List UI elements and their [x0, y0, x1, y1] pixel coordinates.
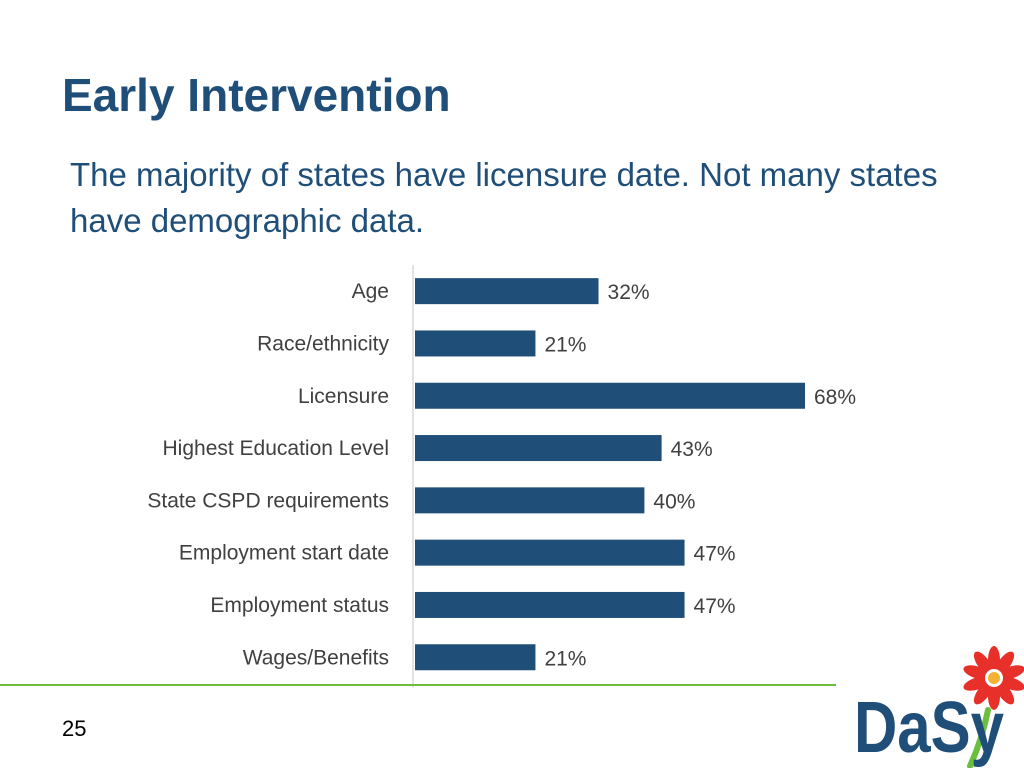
logo-text: DaSy: [854, 688, 1004, 768]
flower-icon: [963, 646, 1024, 710]
data-label: 21%: [544, 333, 586, 356]
bar: [415, 330, 536, 357]
flower-petal: [973, 680, 993, 705]
category-label: Employment start date: [179, 542, 389, 565]
page-number: 25: [62, 716, 87, 741]
flower-petal: [995, 651, 1015, 676]
flower-petal: [997, 665, 1024, 680]
category-label: Wages/Benefits: [243, 646, 389, 669]
bar: [415, 539, 685, 566]
flower-petal: [963, 676, 991, 691]
data-label: 43%: [671, 438, 713, 461]
category-label: Age: [352, 280, 389, 303]
data-label: 32%: [608, 281, 650, 304]
bar: [415, 435, 662, 462]
slide-title: Early Intervention: [62, 69, 451, 121]
flower-petal: [973, 651, 993, 676]
data-label: 21%: [544, 647, 586, 670]
flower-petal: [995, 680, 1015, 705]
data-label: 47%: [694, 543, 736, 566]
footer-divider: [0, 684, 836, 686]
flower-center: [988, 672, 1000, 684]
data-label: 47%: [694, 595, 736, 618]
bar: [415, 644, 536, 671]
category-label: Licensure: [298, 385, 389, 408]
bar: [415, 278, 599, 305]
category-label: State CSPD requirements: [147, 489, 389, 512]
data-label: 68%: [814, 386, 856, 409]
data-label: 40%: [653, 490, 695, 513]
category-label: Race/ethnicity: [257, 332, 389, 355]
bar: [415, 591, 685, 618]
flower-stem: [967, 707, 991, 768]
bar: [415, 382, 805, 409]
bar: [415, 487, 645, 514]
category-label: Employment status: [210, 594, 389, 617]
category-label: Highest Education Level: [163, 437, 389, 460]
dasy-logo: DaSy: [854, 646, 1024, 768]
slide-subtitle: The majority of states have licensure da…: [70, 156, 938, 239]
